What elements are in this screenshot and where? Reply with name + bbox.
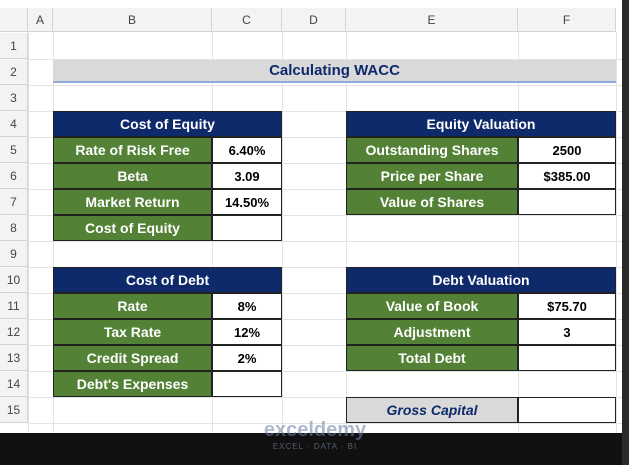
row-label: Tax Rate: [53, 319, 212, 345]
row-label: Outstanding Shares: [346, 137, 518, 163]
column-header: D: [282, 8, 346, 32]
column-header: B: [53, 8, 212, 32]
right-frame: [622, 0, 629, 465]
row-label: Rate of Risk Free: [53, 137, 212, 163]
grid-line: [28, 241, 622, 242]
watermark-name: exceldemy: [263, 419, 367, 441]
row-header: 2: [0, 59, 28, 85]
grid-line: [282, 32, 283, 433]
table-header: Debt Valuation: [346, 267, 616, 293]
row-value: [518, 345, 616, 371]
row-label: Value of Shares: [346, 189, 518, 215]
grid-line: [28, 85, 622, 86]
row-value: 2500: [518, 137, 616, 163]
row-label: Adjustment: [346, 319, 518, 345]
grid-line: [28, 32, 29, 433]
bottom-frame: [0, 433, 629, 465]
row-value: 2%: [212, 345, 282, 371]
row-value: [212, 371, 282, 397]
grid-line: [518, 32, 519, 433]
row-value: [518, 189, 616, 215]
grid-line: [28, 371, 622, 372]
row-value: [212, 215, 282, 241]
row-label: Price per Share: [346, 163, 518, 189]
row-header: 12: [0, 319, 28, 345]
row-value: 3.09: [212, 163, 282, 189]
row-value: 8%: [212, 293, 282, 319]
grid-line: [28, 189, 622, 190]
grid-line: [28, 423, 622, 424]
row-label: Market Return: [53, 189, 212, 215]
row-value: $75.70: [518, 293, 616, 319]
gross-capital-value: [518, 397, 616, 423]
grid-line: [616, 32, 617, 433]
table-header: Cost of Debt: [53, 267, 282, 293]
gross-capital-label: Gross Capital: [346, 397, 518, 423]
row-value: 3: [518, 319, 616, 345]
row-header: 6: [0, 163, 28, 189]
row-value: 12%: [212, 319, 282, 345]
row-label: Credit Spread: [53, 345, 212, 371]
row-header: 8: [0, 215, 28, 241]
row-value: $385.00: [518, 163, 616, 189]
row-value: 6.40%: [212, 137, 282, 163]
row-header: 10: [0, 267, 28, 293]
row-header: 7: [0, 189, 28, 215]
column-header: A: [28, 8, 53, 32]
column-header: C: [212, 8, 282, 32]
grid-line: [28, 345, 622, 346]
watermark-tagline: EXCEL · DATA · BI: [272, 442, 358, 451]
column-header: F: [518, 8, 616, 32]
grid-line: [28, 319, 622, 320]
grid-line: [28, 397, 622, 398]
select-all: [0, 8, 28, 32]
grid-line: [28, 111, 622, 112]
grid-line: [346, 32, 347, 433]
row-header: 4: [0, 111, 28, 137]
grid-line: [28, 163, 622, 164]
table-header: Equity Valuation: [346, 111, 616, 137]
row-label: Rate: [53, 293, 212, 319]
grid-line: [28, 137, 622, 138]
grid-line: [28, 267, 622, 268]
row-label: Cost of Equity: [53, 215, 212, 241]
row-label: Debt's Expenses: [53, 371, 212, 397]
row-header: 13: [0, 345, 28, 371]
row-value: 14.50%: [212, 189, 282, 215]
row-header: 5: [0, 137, 28, 163]
row-label: Value of Book: [346, 293, 518, 319]
sheet-title: Calculating WACC: [53, 60, 616, 83]
row-header: 14: [0, 371, 28, 397]
row-header: 11: [0, 293, 28, 319]
grid-line: [28, 215, 622, 216]
row-label: Total Debt: [346, 345, 518, 371]
grid-line: [28, 59, 622, 60]
column-header: E: [346, 8, 518, 32]
row-header: 15: [0, 397, 28, 423]
grid-line: [28, 293, 622, 294]
row-header: 9: [0, 241, 28, 267]
table-header: Cost of Equity: [53, 111, 282, 137]
watermark: exceldemy EXCEL · DATA · BI: [240, 418, 390, 452]
row-header: 1: [0, 33, 28, 59]
row-label: Beta: [53, 163, 212, 189]
row-header: 3: [0, 85, 28, 111]
